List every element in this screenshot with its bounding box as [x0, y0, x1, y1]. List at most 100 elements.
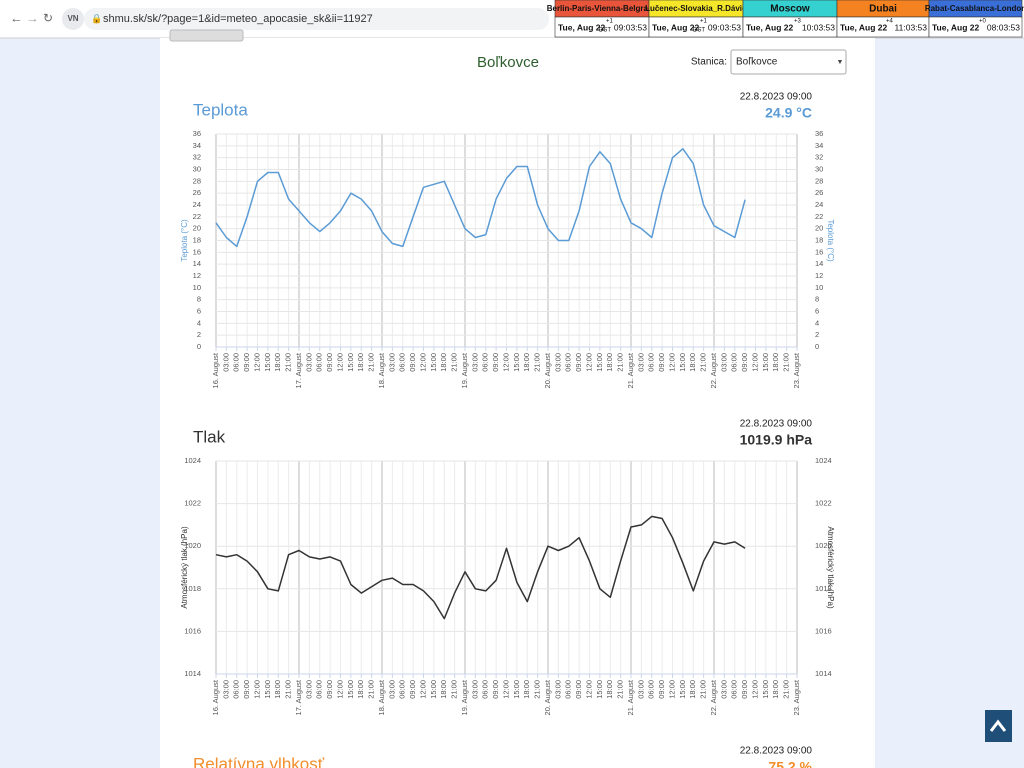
- clock-dst: DST: [599, 28, 611, 34]
- clock-offset: +4: [886, 19, 894, 25]
- next-chart-timestamp: 22.8.2023 09:00: [740, 746, 813, 757]
- x-tick-label: 09:00: [408, 680, 417, 699]
- x-tick-label: 03:00: [387, 353, 396, 372]
- next-chart-title: Relatívna vlhkosť: [193, 754, 325, 768]
- y-tick-label-right: 22: [815, 212, 823, 221]
- clock-offset: +0: [979, 19, 987, 25]
- y-tick-label-left: 1018: [184, 584, 201, 593]
- clock-offset: +3: [794, 19, 802, 25]
- x-tick-label: 18:00: [439, 680, 448, 699]
- x-tick-label: 18:00: [605, 680, 614, 699]
- station-select[interactable]: [730, 49, 847, 75]
- clock-offset: +1: [606, 19, 614, 25]
- x-tick-label: 18:00: [522, 680, 531, 699]
- chart-timestamp: 22.8.2023 09:00: [740, 92, 813, 103]
- y-axis-title-left: Atmosférický tlak (hPa): [180, 526, 189, 609]
- y-tick-label-left: 30: [193, 164, 201, 173]
- y-axis-title-right: Atmosférický tlak (hPa): [826, 526, 835, 609]
- x-tick-label: 16. August: [211, 352, 220, 388]
- y-tick-label-right: 28: [815, 176, 823, 185]
- x-tick-label: 12:00: [750, 353, 759, 372]
- y-tick-label-right: 36: [815, 129, 823, 138]
- chart-current-value: 1019.9 hPa: [740, 432, 813, 448]
- x-tick-label: 09:00: [408, 353, 417, 372]
- x-tick-label: 21:00: [533, 353, 542, 372]
- clock-name: Berlin-Paris-Vienna-Belgrade: [547, 4, 658, 13]
- y-tick-label-right: 4: [815, 318, 819, 327]
- reload-button[interactable]: ↻: [43, 11, 53, 25]
- site-icon-text: VN: [67, 14, 78, 23]
- x-tick-label: 15:00: [595, 680, 604, 699]
- x-tick-label: 06:00: [481, 353, 490, 372]
- x-tick-label: 20. August: [543, 352, 552, 388]
- menu-button[interactable]: [169, 29, 244, 42]
- x-tick-label: 09:00: [242, 353, 251, 372]
- y-tick-label-right: 30: [815, 164, 823, 173]
- y-tick-label-left: 2: [197, 330, 201, 339]
- next-chart-current-value: 75.2 %: [768, 759, 812, 768]
- x-tick-label: 12:00: [335, 680, 344, 699]
- y-tick-label-right: 1022: [815, 499, 832, 508]
- x-tick-label: 17. August: [294, 679, 303, 715]
- x-tick-label: 06:00: [564, 353, 573, 372]
- x-tick-label: 06:00: [315, 353, 324, 372]
- y-axis-title-right: Teplota (°C): [826, 219, 835, 262]
- x-tick-label: 18:00: [356, 353, 365, 372]
- y-tick-label-left: 8: [197, 295, 201, 304]
- x-tick-label: 03:00: [221, 680, 230, 699]
- y-tick-label-left: 22: [193, 212, 201, 221]
- x-tick-label: 12:00: [584, 353, 593, 372]
- x-tick-label: 15:00: [346, 353, 355, 372]
- x-tick-label: 09:00: [325, 680, 334, 699]
- x-tick-label: 09:00: [491, 353, 500, 372]
- x-tick-label: 21:00: [284, 353, 293, 372]
- y-tick-label-right: 10: [815, 283, 823, 292]
- y-tick-label-left: 24: [193, 200, 201, 209]
- clock-time: 11:03:53: [895, 22, 928, 32]
- clock-name: Lučenec-Slovakia_R.Dávid: [645, 4, 747, 13]
- x-tick-label: 18:00: [605, 353, 614, 372]
- x-tick-label: 15:00: [678, 680, 687, 699]
- x-tick-label: 12:00: [252, 353, 261, 372]
- x-tick-label: 21:00: [782, 680, 791, 699]
- x-tick-label: 12:00: [501, 353, 510, 372]
- x-tick-label: 12:00: [418, 680, 427, 699]
- x-tick-label: 18:00: [522, 353, 531, 372]
- url-text: shmu.sk/sk/?page=1&id=meteo_apocasie_sk&…: [103, 13, 373, 25]
- x-tick-label: 21:00: [533, 680, 542, 699]
- y-tick-label-right: 12: [815, 271, 823, 280]
- y-tick-label-right: 8: [815, 295, 819, 304]
- clock-time: 09:03:53: [614, 22, 647, 32]
- scroll-top-button[interactable]: [985, 710, 1012, 742]
- x-tick-label: 18:00: [273, 353, 282, 372]
- x-tick-label: 21:00: [616, 680, 625, 699]
- chart-title: Tlak: [193, 427, 226, 446]
- x-tick-label: 03:00: [636, 353, 645, 372]
- x-tick-label: 21:00: [284, 680, 293, 699]
- x-tick-label: 03:00: [719, 680, 728, 699]
- y-tick-label-right: 34: [815, 141, 823, 150]
- back-button[interactable]: ←: [10, 10, 23, 25]
- url-bar[interactable]: [84, 8, 549, 30]
- x-tick-label: 19. August: [460, 352, 469, 388]
- forward-button[interactable]: →: [26, 10, 39, 25]
- x-tick-label: 06:00: [232, 680, 241, 699]
- x-tick-label: 06:00: [232, 353, 241, 372]
- clock-name: Moscow: [770, 4, 810, 15]
- x-tick-label: 21. August: [626, 352, 635, 388]
- y-tick-label-right: 26: [815, 188, 823, 197]
- select-arrow: ▼: [837, 59, 844, 66]
- x-tick-label: 12:00: [252, 680, 261, 699]
- site-icon[interactable]: [62, 8, 84, 30]
- x-tick-label: 03:00: [387, 680, 396, 699]
- y-tick-label-right: 18: [815, 235, 823, 244]
- y-tick-label-right: 24: [815, 200, 823, 209]
- chart-current-value: 24.9 °C: [765, 105, 812, 121]
- x-tick-label: 03:00: [304, 680, 313, 699]
- x-tick-label: 22. August: [709, 679, 718, 715]
- clock-name: Rabat-Casablanca-London: [925, 4, 1024, 13]
- y-tick-label-right: 16: [815, 247, 823, 256]
- y-tick-label-right: 32: [815, 153, 823, 162]
- x-tick-label: 15:00: [512, 353, 521, 372]
